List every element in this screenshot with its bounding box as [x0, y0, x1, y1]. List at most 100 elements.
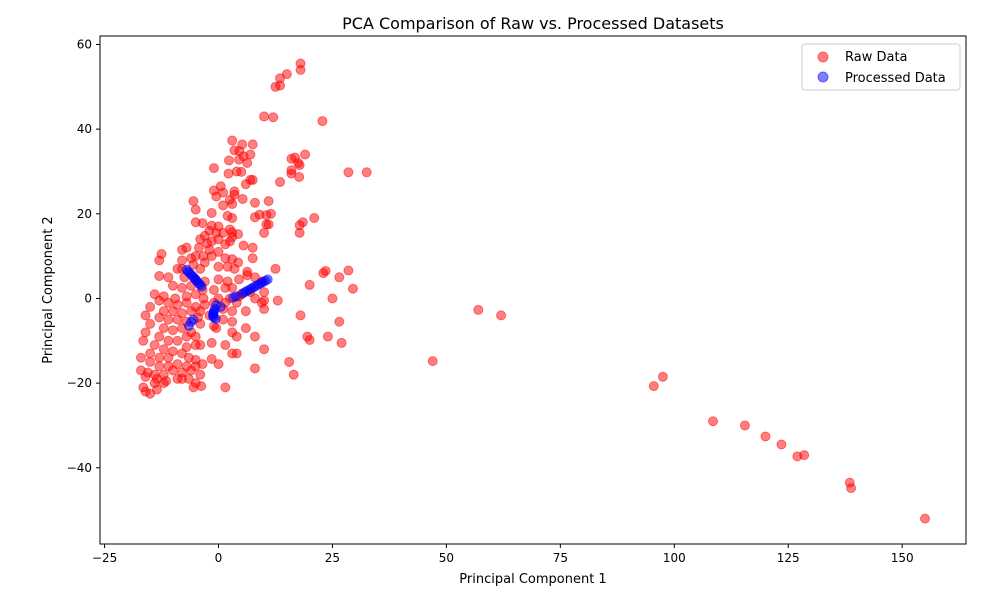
raw-point-233: [213, 359, 224, 370]
raw-point-115: [154, 271, 165, 282]
raw-point-195: [163, 335, 174, 346]
raw-point-225: [136, 352, 147, 363]
raw-point-99: [177, 255, 188, 266]
legend-box: [801, 43, 961, 91]
y-tick-label: 0: [84, 291, 92, 305]
raw-point-171: [473, 304, 484, 315]
raw-point-215: [145, 348, 156, 359]
raw-point-108: [229, 263, 240, 274]
raw-point-198: [190, 331, 201, 342]
y-axis-label: Principal Component 2: [41, 216, 56, 363]
raw-point-42: [229, 186, 240, 197]
processed-point-32: [210, 313, 221, 324]
raw-point-74: [259, 227, 270, 238]
legend: Raw Data Processed Data: [801, 43, 961, 91]
raw-point-266: [760, 431, 771, 442]
raw-point-122: [234, 274, 245, 285]
raw-point-85: [193, 242, 204, 253]
raw-point-170: [259, 304, 270, 315]
raw-point-7: [268, 112, 279, 123]
x-axis-label: Principal Component 1: [459, 572, 606, 587]
raw-point-114: [343, 265, 354, 276]
raw-point-106: [213, 261, 224, 272]
raw-point-172: [496, 310, 507, 321]
raw-point-240: [167, 365, 178, 376]
raw-point-142: [190, 289, 201, 300]
raw-point-245: [288, 369, 299, 380]
raw-point-204: [336, 337, 347, 348]
raw-point-264: [708, 416, 719, 427]
raw-point-58: [309, 213, 320, 224]
raw-point-182: [295, 310, 306, 321]
x-tick-label: 75: [553, 551, 568, 565]
processed-point-10: [196, 281, 207, 292]
raw-point-128: [167, 280, 178, 291]
raw-point-184: [145, 318, 156, 329]
raw-point-200: [231, 331, 242, 342]
raw-point-127: [347, 283, 358, 294]
raw-point-201: [249, 331, 260, 342]
raw-point-246: [140, 371, 151, 382]
raw-point-46: [263, 196, 274, 207]
raw-point-152: [163, 297, 174, 308]
raw-point-110: [242, 266, 253, 277]
raw-point-57: [265, 208, 276, 219]
raw-point-49: [227, 199, 238, 210]
raw-point-84: [177, 244, 188, 255]
series-processed: [181, 264, 273, 331]
x-tick-label: 0: [215, 551, 223, 565]
y-axis: −40 −20 0 20 40 60: [67, 37, 100, 475]
raw-point-262: [648, 381, 659, 392]
raw-point-40: [211, 191, 222, 202]
raw-point-44: [188, 196, 199, 207]
raw-point-24: [343, 167, 354, 178]
raw-point-61: [197, 218, 208, 229]
processed-point-24: [228, 292, 239, 303]
raw-point-173: [140, 310, 151, 321]
raw-point-232: [197, 359, 208, 370]
raw-point-181: [227, 316, 238, 327]
raw-point-32: [236, 166, 247, 177]
legend-marker-raw: [817, 51, 829, 63]
raw-point-53: [227, 213, 238, 224]
raw-point-132: [208, 285, 219, 295]
plot-area-frame: [99, 35, 967, 545]
raw-point-28: [294, 171, 305, 182]
raw-point-51: [206, 207, 217, 218]
raw-point-25: [361, 167, 372, 178]
raw-point-134: [227, 282, 238, 293]
raw-point-163: [167, 306, 178, 317]
raw-point-261: [145, 388, 156, 399]
raw-point-213: [206, 337, 217, 348]
points-layer: [136, 58, 930, 524]
legend-label-processed: Processed Data: [845, 71, 946, 86]
raw-point-206: [138, 335, 149, 346]
raw-point-126: [304, 279, 315, 290]
processed-point-36: [183, 320, 194, 331]
x-tick-label: 25: [325, 551, 340, 565]
raw-point-23: [294, 160, 305, 171]
raw-point-29: [208, 163, 219, 174]
raw-point-1: [295, 64, 306, 75]
chart-title: PCA Comparison of Raw vs. Processed Data…: [342, 14, 724, 33]
y-tick-label: −20: [67, 376, 92, 390]
raw-point-129: [177, 282, 188, 293]
raw-point-254: [177, 373, 188, 384]
raw-point-263: [657, 371, 668, 382]
x-tick-label: −25: [92, 551, 117, 565]
raw-point-68: [294, 227, 305, 238]
raw-point-169: [240, 306, 251, 317]
raw-point-9: [227, 135, 238, 146]
raw-point-50: [190, 204, 201, 215]
raw-point-235: [427, 356, 438, 367]
raw-point-66: [263, 219, 274, 230]
raw-point-27: [286, 165, 297, 176]
raw-point-45: [249, 197, 260, 208]
raw-point-78: [213, 234, 224, 245]
x-tick-label: 100: [663, 551, 686, 565]
raw-point-113: [318, 268, 329, 279]
raw-point-16: [223, 155, 234, 166]
raw-point-154: [181, 297, 192, 308]
raw-point-161: [145, 301, 156, 312]
raw-point-18: [242, 158, 253, 168]
